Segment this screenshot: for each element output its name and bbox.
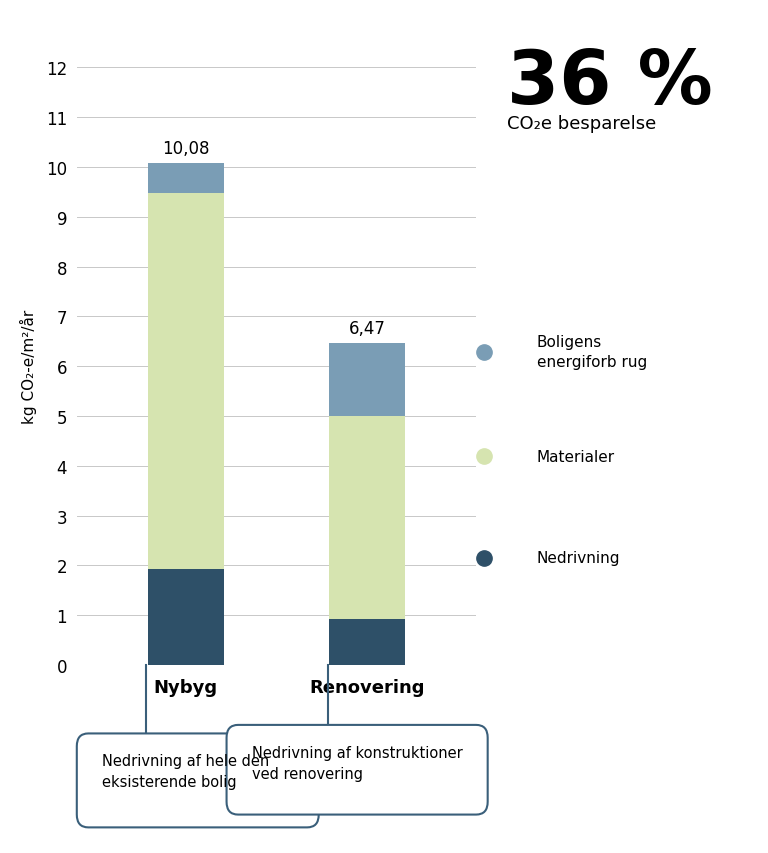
Text: Materialer: Materialer [537,450,615,464]
Bar [147,194,223,569]
Bar [147,569,223,665]
Text: 10,08: 10,08 [162,140,210,158]
Text: Nedrivning af konstruktioner
ved renovering: Nedrivning af konstruktioner ved renover… [252,745,462,780]
Bar [329,619,406,665]
Bar [147,164,223,194]
Bar [329,416,406,619]
Text: CO₂e besparelse: CO₂e besparelse [507,115,656,133]
Text: Boligens
energiforb rug: Boligens energiforb rug [537,335,647,369]
Y-axis label: kg CO₂-e/m²/år: kg CO₂-e/m²/år [21,310,38,424]
Text: Nedrivning: Nedrivning [537,551,621,566]
Bar [329,344,406,416]
Text: 6,47: 6,47 [349,320,386,338]
Text: 36 %: 36 % [507,47,713,119]
Text: Nedrivning af hele den
eksisterende bolig: Nedrivning af hele den eksisterende boli… [102,753,270,789]
